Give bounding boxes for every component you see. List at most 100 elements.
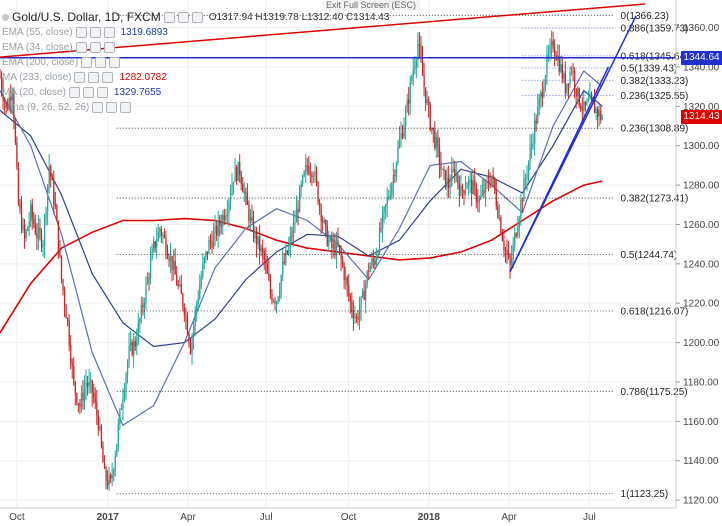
candle-body (120, 409, 123, 411)
eye-icon[interactable] (75, 42, 87, 53)
fullscreen-hint[interactable]: Exit Full Screen (ESC) (322, 0, 421, 10)
candle-body (67, 318, 69, 321)
candle-body (257, 236, 259, 245)
legend-row: ...ma (9, 26, 52, 26) (2, 100, 389, 115)
indicator-list: EMA (55, close) 1319.6893 EMA (34, close) E… (2, 25, 389, 115)
candle-body (358, 309, 361, 320)
eye-icon[interactable] (81, 57, 93, 68)
candle-body (291, 236, 293, 238)
candle-body (185, 315, 187, 317)
candle-body (57, 220, 60, 252)
candle-body (546, 54, 548, 77)
candle-body (70, 345, 72, 364)
candle-body (102, 445, 104, 463)
indicator-name: MA (233, close) (2, 71, 72, 83)
close-icon[interactable] (102, 72, 114, 83)
candle-body (563, 73, 565, 80)
price-tag: 1314.43 (681, 110, 722, 125)
candle-body (435, 137, 438, 148)
candle-body (587, 99, 590, 101)
candle-body (509, 256, 511, 266)
candle-body (501, 233, 504, 241)
candle-body (219, 220, 221, 226)
candle-body (325, 220, 327, 226)
candle-body (93, 392, 95, 399)
close-icon[interactable] (120, 102, 132, 113)
trendline[interactable] (509, 15, 637, 273)
y-tick-label: 1280.00 (683, 181, 720, 192)
time-axis[interactable]: Oct 2017 Apr Jul Oct 2018 Apr Jul (9, 512, 596, 523)
settings-icon[interactable] (89, 27, 101, 38)
close-icon[interactable] (109, 57, 121, 68)
candle-body (263, 252, 265, 259)
candle-body (295, 209, 298, 223)
candle-body (597, 108, 599, 117)
eye-icon[interactable] (74, 72, 86, 83)
eye-icon[interactable] (92, 102, 104, 113)
candle-body (580, 105, 582, 110)
candle-body (328, 239, 330, 246)
candle-body (163, 235, 166, 238)
candle-body (474, 180, 476, 186)
candle-body (464, 188, 467, 195)
candle-body (266, 263, 269, 274)
candle-body (487, 180, 490, 185)
close-icon[interactable] (96, 87, 108, 98)
candle-body (96, 402, 98, 415)
candle-body (228, 201, 230, 214)
candle-body (151, 249, 153, 260)
candle-body (239, 161, 241, 175)
candle-body (129, 342, 132, 346)
candle-body (242, 183, 244, 193)
collapse-dot-icon[interactable] (2, 14, 9, 21)
candle-body (420, 46, 422, 60)
settings-icon[interactable] (89, 42, 101, 53)
settings-icon[interactable] (88, 72, 100, 83)
candle-body (31, 204, 33, 219)
eye-icon[interactable] (163, 12, 175, 23)
candle-body (315, 171, 318, 183)
candle-body (503, 240, 505, 250)
settings-icon[interactable] (95, 57, 107, 68)
candle-body (511, 258, 513, 266)
candle-body (2, 89, 4, 101)
candle-body (521, 200, 524, 202)
candle-body (409, 80, 411, 104)
legend-row: EMA (200, close) (2, 55, 389, 70)
candle-body (478, 198, 481, 203)
settings-icon[interactable] (106, 102, 118, 113)
candle-body (446, 177, 448, 188)
candle-body (518, 218, 520, 228)
candle-body (159, 229, 161, 232)
candle-body (547, 53, 550, 55)
candle-body (148, 277, 150, 279)
candle-body (481, 190, 484, 196)
candle-body (182, 294, 184, 307)
candle-body (85, 382, 87, 388)
candle-body (274, 300, 276, 304)
settings-icon[interactable] (82, 87, 94, 98)
candle-body (162, 235, 164, 237)
candle-body (90, 380, 92, 382)
candle-body (180, 284, 182, 295)
candle-body (236, 167, 238, 181)
candle-body (252, 220, 255, 239)
candle-body (34, 224, 37, 234)
candle-body (335, 240, 338, 256)
eye-icon[interactable] (75, 27, 87, 38)
candle-body (554, 48, 556, 56)
candle-body (183, 306, 186, 316)
candle-body (63, 290, 66, 307)
candle-body (355, 316, 358, 318)
close-icon[interactable] (191, 12, 203, 23)
price-axis[interactable]: 1120.00 1140.00 1160.00 1180.00 1200.00 1220.… (676, 23, 720, 507)
settings-icon[interactable] (177, 12, 189, 23)
close-icon[interactable] (103, 27, 115, 38)
y-tick-label: 1120.00 (683, 496, 719, 507)
candle-body (100, 426, 103, 446)
close-icon[interactable] (103, 42, 115, 53)
candle-body (157, 231, 159, 241)
candle-body (165, 237, 167, 254)
eye-icon[interactable] (68, 87, 80, 98)
